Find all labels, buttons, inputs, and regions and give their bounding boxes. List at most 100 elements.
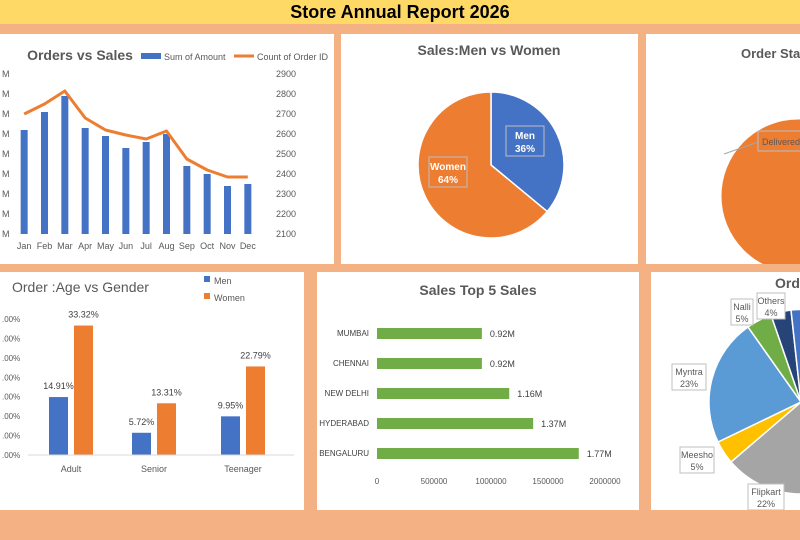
left-axis-tick-label: M — [2, 189, 10, 199]
label-box-myntra — [671, 363, 707, 391]
x-tick-label: 1000000 — [475, 477, 507, 486]
x-category-label: Teenager — [224, 464, 262, 474]
label-name-flipkart: Flipkart — [751, 487, 781, 497]
right-axis-tick-label: 2800 — [276, 89, 296, 99]
amount-bar — [203, 174, 211, 234]
y-tick-label: .00% — [2, 412, 20, 421]
bar-men — [221, 416, 240, 455]
right-axis-tick-label: 2300 — [276, 189, 296, 199]
amount-bar — [20, 130, 28, 234]
pie-label-value: 36% — [515, 144, 535, 155]
chart-title: Order Status — [741, 46, 800, 61]
amount-bar — [163, 134, 170, 234]
men-vs-women-panel: Sales:Men vs Women Men 36% Women 64% — [341, 34, 638, 264]
orders-by-channel-panel: Ord Nalli 5% Others 4% Myntra 23% Meesho… — [651, 272, 800, 510]
label-value-nalli: 5% — [735, 314, 748, 324]
amount-bar — [122, 148, 130, 234]
amount-bar — [183, 166, 191, 234]
legend-label-men: Men — [214, 276, 232, 286]
chart-title: Orders vs Sales — [27, 47, 133, 63]
orders-vs-sales-panel: Orders vs Sales Sum of Amount Count of O… — [0, 34, 334, 264]
bar-women — [246, 366, 265, 455]
right-axis-tick-label: 2700 — [276, 109, 296, 119]
top5-sales-panel: Sales Top 5 Sales MUMBAI 0.92M CHENNAI 0.92… — [317, 272, 639, 510]
bar-value-label: 1.37M — [541, 419, 566, 429]
amount-bar — [102, 136, 109, 234]
right-axis-tick-label: 2900 — [276, 69, 296, 79]
city-sales-bar — [377, 448, 579, 459]
top5-sales-chart: Sales Top 5 Sales MUMBAI 0.92M CHENNAI 0.92… — [319, 282, 621, 486]
amount-bar — [81, 128, 89, 234]
y-tick-label: .00% — [2, 354, 20, 363]
x-tick-label: Dec — [240, 241, 257, 251]
label-value-myntra: 23% — [680, 379, 698, 389]
pie-slice-myntra — [708, 325, 800, 444]
orders-vs-sales-chart: Orders vs Sales Sum of Amount Count of O… — [2, 47, 329, 251]
bar-men — [49, 397, 68, 455]
legend-swatch-men — [204, 276, 210, 282]
delivered-leader-line — [723, 141, 759, 155]
chart-title: Ord — [775, 275, 800, 291]
x-tick-label: 0 — [375, 477, 380, 486]
x-tick-label: 2000000 — [589, 477, 621, 486]
right-axis-tick-label: 2200 — [276, 209, 296, 219]
bar-value-label: 9.95% — [218, 400, 244, 410]
x-tick-label: Feb — [37, 241, 53, 251]
x-tick-label: 500000 — [421, 477, 448, 486]
order-count-line — [23, 89, 248, 179]
bar-men — [132, 432, 151, 455]
label-name-nalli: Nalli — [733, 302, 751, 312]
x-tick-label: Jan — [17, 241, 32, 251]
delivered-label-box — [757, 130, 800, 152]
city-sales-bar — [377, 358, 482, 369]
x-tick-label: Apr — [78, 241, 92, 251]
label-name-meesho: Meesho — [681, 450, 713, 460]
men-vs-women-chart: Sales:Men vs Women Men 36% Women 64% — [417, 42, 565, 239]
bar-women — [74, 325, 93, 455]
pie-slice-top-blue — [790, 308, 800, 400]
chart-title: Sales Top 5 Sales — [419, 282, 536, 298]
left-axis-tick-label: M — [2, 89, 10, 99]
right-axis-tick-label: 2600 — [276, 129, 296, 139]
bar-value-label: 14.91% — [43, 381, 74, 391]
legend-label-line: Count of Order ID — [257, 52, 329, 62]
city-sales-bar — [377, 388, 510, 399]
city-label: NEW DELHI — [325, 389, 369, 398]
bar-value-label: 1.16M — [517, 389, 542, 399]
x-tick-label: Sep — [179, 241, 195, 251]
x-tick-label: Jul — [140, 241, 152, 251]
y-tick-label: .00% — [2, 315, 20, 324]
amount-bar — [41, 112, 48, 234]
order-status-pie-delivered — [720, 118, 800, 264]
pie-label-value: 64% — [438, 175, 458, 186]
report-title: Store Annual Report 2026 — [290, 2, 510, 22]
age-vs-gender-chart: Order :Age vs Gender Men Women .00% .00%.… — [2, 276, 294, 474]
label-value-meesho: 5% — [690, 462, 703, 472]
y-tick-label: .00% — [2, 373, 20, 382]
pie-label-name: Women — [430, 162, 466, 173]
order-status-chart: Order Status Delivered — [720, 46, 800, 264]
y-tick-label: .00% — [2, 334, 20, 343]
city-label: MUMBAI — [337, 329, 369, 338]
city-sales-bar — [377, 328, 482, 339]
chart-title: Sales:Men vs Women — [418, 42, 561, 58]
bottom-strip — [0, 512, 800, 540]
pie-slice-women — [417, 91, 549, 239]
x-tick-label: May — [97, 241, 115, 251]
x-tick-label: Jun — [119, 241, 134, 251]
label-name-myntra: Myntra — [675, 367, 703, 377]
city-label: CHENNAI — [333, 359, 369, 368]
x-category-label: Adult — [61, 464, 82, 474]
pie-label-box — [428, 156, 468, 188]
legend-swatch-women — [204, 293, 210, 299]
legend-swatch-bar — [141, 53, 161, 59]
x-tick-label: 1500000 — [532, 477, 564, 486]
left-axis-tick-label: M — [2, 229, 10, 239]
legend-label-women: Women — [214, 293, 245, 303]
bar-value-label: 33.32% — [68, 310, 99, 320]
bar-value-label: 0.92M — [490, 329, 515, 339]
left-axis-tick-label: M — [2, 109, 10, 119]
right-axis-tick-label: 2500 — [276, 149, 296, 159]
order-status-panel: Order Status Delivered — [646, 34, 800, 264]
left-axis-tick-label: M — [2, 69, 10, 79]
